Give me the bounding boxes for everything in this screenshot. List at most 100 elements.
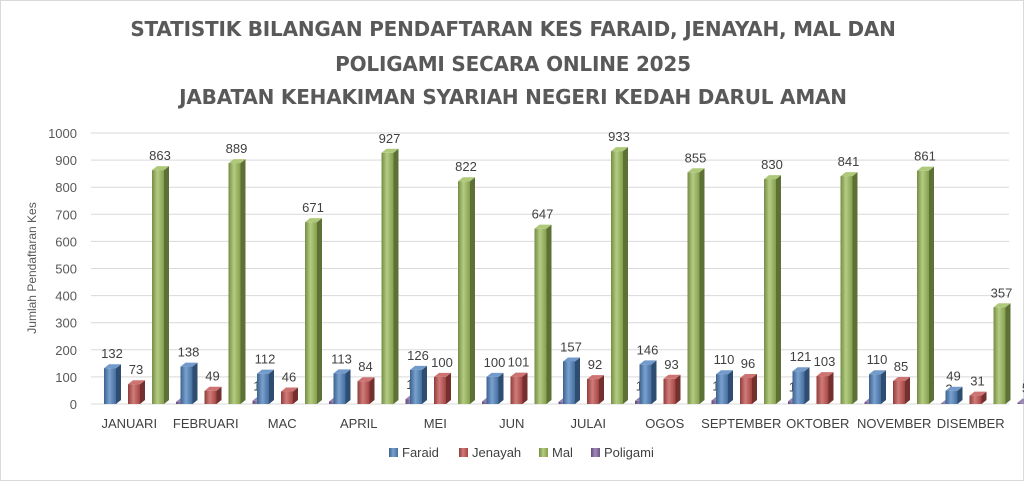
data-label: 96 [741,356,755,371]
bar-side [547,225,552,404]
bar-jenayah [893,381,905,404]
x-tick-label: JANUARI [101,416,157,431]
bar-side [346,369,351,404]
bar-jenayah [128,384,140,404]
bar-mal [535,229,547,404]
data-label: 110 [867,352,888,367]
y-tick-label: 200 [55,343,77,358]
bar-side [317,218,322,404]
bar-jenayah [817,376,829,404]
bar-jenayah [281,392,293,404]
bar-side [140,380,145,404]
y-tick-label: 600 [55,234,77,249]
data-label: 73 [129,362,143,377]
bar-side [623,147,628,404]
legend-swatch-mal [539,448,548,457]
bar-faraid [640,364,652,404]
bar-side [575,357,580,404]
bar-side [676,375,681,404]
legend-swatch-jenayah [459,448,468,457]
bar-side [116,364,121,404]
data-label: 671 [302,200,324,215]
bar-side [370,377,375,404]
data-label: 85 [894,359,908,374]
bar-mal [152,170,164,404]
y-tick-label: 100 [55,370,77,385]
data-label: 822 [455,159,477,174]
bar-faraid [104,368,116,404]
x-tick-label: APRIL [340,416,378,431]
legend-label: Mal [552,445,573,460]
bar-mal [229,163,241,404]
y-axis-label: Jumlah Pendaftaran Kes [25,202,39,333]
bar-faraid [793,371,805,404]
bar-side [728,370,733,404]
data-label: 889 [226,141,248,156]
y-tick-label: 300 [55,316,77,331]
bar-mal [458,181,470,404]
bar-side [241,159,246,404]
bar-side [523,373,528,404]
x-tick-label: FEBRUARI [173,416,239,431]
data-label: 863 [149,148,171,163]
data-label: 855 [685,150,707,165]
legend-label: Jenayah [472,445,521,460]
y-tick-label: 1000 [48,126,77,141]
bar-mal [917,171,929,404]
data-label: 49 [946,369,960,384]
bar-side [805,367,810,404]
data-label: 100 [431,355,453,370]
bar-jenayah [664,379,676,404]
bar-mal [382,153,394,404]
data-label: 146 [637,342,659,357]
data-label: 100 [484,355,506,370]
bar-faraid [716,374,728,404]
data-label: 112 [255,352,276,367]
x-tick-label: DISEMBER [937,416,1005,431]
bar-faraid [869,374,881,404]
bar-side [269,370,274,404]
x-tick-label: JULAI [571,416,606,431]
bar-jenayah [205,391,217,404]
bar-side [499,373,504,404]
x-tick-label: SEPTEMBER [701,416,781,431]
bar-side [652,360,657,404]
bar-side [394,149,399,404]
x-tick-label: NOVEMBER [857,416,931,431]
bar-side [881,370,886,404]
bar-side [1006,303,1011,404]
bar-jenayah [587,379,599,404]
bar-faraid [563,361,575,404]
data-label: 126 [407,348,429,363]
data-label: 647 [532,207,554,222]
legend-swatch-faraid [389,448,398,457]
bar-mal [841,176,853,404]
data-label: 138 [178,345,200,360]
bar-side [599,375,604,404]
bar-mal [305,222,317,404]
bar-side [700,168,705,404]
bar-faraid [257,374,269,404]
data-label: 113 [331,351,352,366]
bar-faraid [181,367,193,404]
bar-side [470,177,475,404]
bar-side [752,374,757,404]
data-label: 357 [991,285,1013,300]
bar-poligami [1018,403,1024,404]
bar-jenayah [434,377,446,404]
data-label: 101 [508,355,530,370]
x-tick-label: OGOS [645,416,684,431]
data-label: 92 [588,357,602,372]
bar-side [193,363,198,404]
y-tick-label: 800 [55,180,77,195]
x-tick-label: OKTOBER [786,416,849,431]
bar-jenayah [358,381,370,404]
x-tick-label: JUN [499,416,524,431]
bar-faraid [946,391,958,404]
data-label: 933 [608,129,630,144]
bar-faraid [410,370,422,404]
data-label: 84 [358,359,372,374]
data-label: 46 [282,370,296,385]
